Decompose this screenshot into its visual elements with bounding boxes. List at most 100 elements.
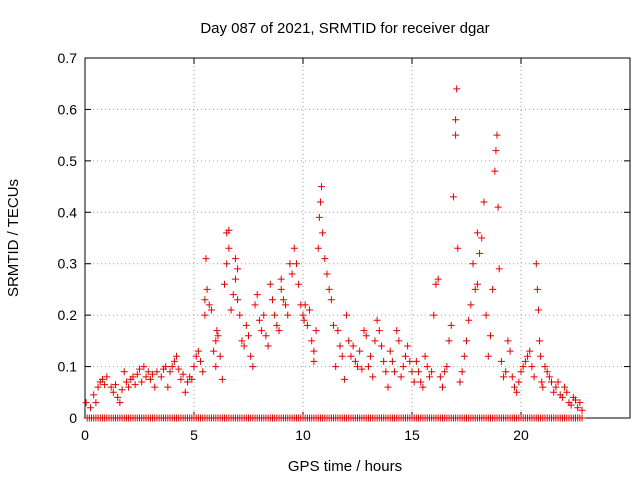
- data-point: [112, 381, 120, 389]
- data-point: [312, 327, 320, 335]
- data-point: [404, 342, 412, 350]
- data-point: [552, 383, 560, 391]
- data-point: [336, 342, 344, 350]
- data-point: [234, 265, 242, 273]
- data-point: [393, 327, 401, 335]
- data-point: [173, 352, 181, 360]
- data-point: [282, 301, 290, 309]
- data-point: [129, 373, 137, 381]
- data-point: [98, 375, 106, 383]
- data-point: [473, 280, 481, 288]
- data-point: [188, 375, 196, 383]
- data-point: [554, 378, 562, 386]
- x-tick-label: 15: [404, 427, 420, 443]
- data-point: [249, 363, 257, 371]
- data-point: [240, 342, 248, 350]
- data-point: [299, 311, 307, 319]
- data-point: [138, 378, 146, 386]
- data-point: [391, 368, 399, 376]
- y-axis-title: SRMTID / TECUs: [5, 179, 22, 297]
- data-point: [164, 383, 172, 391]
- data-point: [295, 280, 303, 288]
- data-point: [572, 396, 579, 404]
- data-point: [255, 316, 263, 324]
- data-point: [216, 352, 224, 360]
- data-point: [318, 183, 326, 191]
- data-point: [432, 280, 440, 288]
- data-point: [213, 327, 221, 335]
- data-point: [258, 327, 266, 335]
- data-point: [528, 363, 536, 371]
- data-point: [247, 352, 255, 360]
- data-point: [425, 373, 433, 381]
- data-point: [279, 296, 287, 304]
- data-point: [578, 414, 586, 422]
- data-point: [377, 342, 385, 350]
- data-point: [214, 332, 222, 340]
- data-point: [558, 393, 566, 401]
- data-point: [541, 363, 549, 371]
- data-point: [476, 249, 484, 257]
- data-point: [454, 244, 462, 252]
- data-point: [131, 381, 139, 389]
- data-point: [120, 368, 128, 376]
- data-point: [519, 363, 527, 371]
- data-point: [227, 306, 235, 314]
- data-point: [114, 393, 122, 401]
- data-point: [388, 357, 396, 365]
- data-point: [94, 383, 102, 391]
- data-point: [343, 311, 351, 319]
- data-point: [242, 321, 250, 329]
- data-point: [149, 370, 157, 378]
- x-tick-label: 5: [190, 427, 198, 443]
- data-point: [251, 301, 259, 309]
- data-point: [491, 167, 499, 175]
- data-point: [484, 352, 492, 360]
- data-point: [330, 321, 338, 329]
- data-point: [453, 85, 461, 93]
- data-point: [183, 378, 191, 386]
- data-point: [386, 347, 394, 355]
- data-point: [447, 321, 455, 329]
- data-point: [203, 285, 211, 293]
- data-point: [201, 311, 209, 319]
- data-point: [225, 226, 233, 234]
- data-point: [144, 368, 152, 376]
- data-point: [268, 296, 276, 304]
- data-point: [292, 260, 300, 268]
- data-point: [303, 321, 311, 329]
- data-point: [371, 337, 379, 345]
- data-point: [494, 203, 502, 211]
- data-point: [236, 311, 244, 319]
- data-point: [221, 280, 229, 288]
- data-point: [234, 296, 242, 304]
- data-point: [502, 368, 510, 376]
- data-point: [532, 260, 540, 268]
- data-point: [445, 337, 453, 345]
- data-point: [122, 378, 130, 386]
- data-point: [467, 301, 475, 309]
- data-point: [443, 363, 451, 371]
- data-point: [410, 378, 418, 386]
- data-point: [177, 375, 185, 383]
- data-point: [334, 327, 342, 335]
- data-point: [576, 399, 584, 407]
- data-point: [107, 383, 115, 391]
- y-tick-label: 0.4: [58, 204, 78, 220]
- data-point: [504, 337, 512, 345]
- data-point: [486, 332, 494, 340]
- data-point: [300, 316, 308, 324]
- data-point: [441, 368, 449, 376]
- data-point: [140, 363, 148, 371]
- data-point: [567, 401, 575, 409]
- data-point: [521, 357, 529, 365]
- data-point: [536, 337, 544, 345]
- data-point: [92, 399, 100, 407]
- data-point: [456, 378, 464, 386]
- y-tick-label: 0.3: [58, 256, 78, 272]
- data-point: [162, 363, 170, 371]
- data-point: [534, 306, 542, 314]
- data-point: [480, 198, 488, 206]
- data-points: [82, 85, 586, 422]
- data-point: [415, 368, 423, 376]
